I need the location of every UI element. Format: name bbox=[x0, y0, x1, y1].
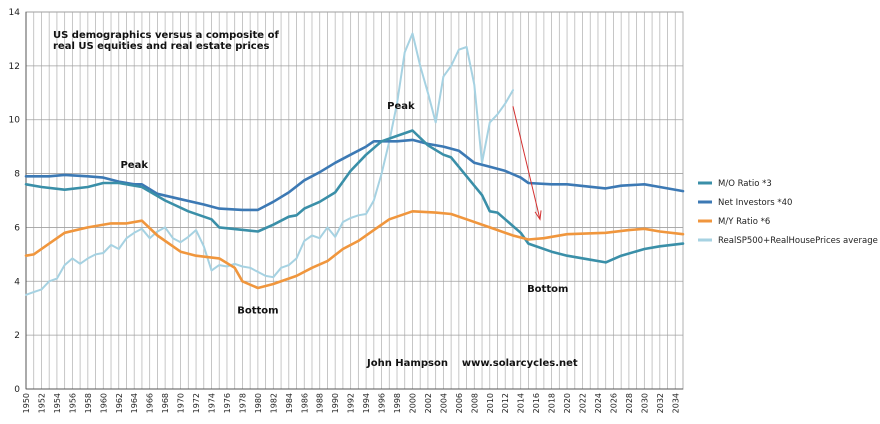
x-tick-label: 2016 bbox=[532, 393, 541, 413]
x-tick-label: 2022 bbox=[579, 393, 588, 413]
x-tick-label: 1986 bbox=[300, 393, 309, 413]
x-tick-label: 1990 bbox=[331, 393, 340, 413]
annotation-label: Bottom bbox=[527, 284, 568, 295]
x-tick-label: 1958 bbox=[84, 393, 93, 413]
x-tick-label: 1998 bbox=[393, 393, 402, 413]
chart-legend: M/O Ratio *3 Net Investors *40 M/Y Ratio *… bbox=[698, 179, 878, 246]
y-tick-label: 6 bbox=[14, 223, 20, 233]
x-tick-label: 2030 bbox=[640, 393, 649, 413]
y-tick-label: 12 bbox=[9, 62, 20, 72]
x-tick-label: 1950 bbox=[22, 393, 31, 413]
x-tick-label: 1956 bbox=[68, 393, 77, 413]
x-tick-label: 1970 bbox=[177, 393, 186, 413]
chart-grid bbox=[25, 11, 684, 390]
x-tick-label: 2004 bbox=[439, 393, 448, 413]
series-lines bbox=[24, 32, 685, 296]
x-tick-label: 1966 bbox=[146, 393, 155, 413]
chart-credit: John Hampson www.solarcycles.net bbox=[366, 358, 578, 369]
x-tick-label: 2000 bbox=[408, 393, 417, 413]
y-tick-label: 2 bbox=[14, 331, 20, 341]
x-tick-label: 1996 bbox=[378, 393, 387, 413]
x-tick-label: 1962 bbox=[115, 393, 124, 413]
legend-label: Net Investors *40 bbox=[718, 198, 792, 208]
x-tick-label: 1968 bbox=[161, 393, 170, 413]
x-tick-label: 1994 bbox=[362, 393, 371, 413]
x-tick-label: 2018 bbox=[548, 393, 557, 413]
x-tick-label: 2028 bbox=[625, 393, 634, 413]
series-line bbox=[24, 129, 685, 264]
x-tick-label: 1982 bbox=[269, 393, 278, 413]
axis-ticks: 0 2 4 6 8 10 12 14 1950 1952 1954 1956 1958 1960 1962 1… bbox=[9, 8, 681, 413]
trend-arrow-shaft bbox=[512, 106, 541, 220]
annotation-label: Peak bbox=[120, 160, 148, 171]
x-tick-label: 1972 bbox=[192, 393, 201, 413]
x-tick-label: 1964 bbox=[130, 393, 139, 413]
annotation-label: Bottom bbox=[237, 306, 278, 317]
x-tick-label: 2026 bbox=[609, 393, 618, 413]
y-tick-label: 8 bbox=[14, 170, 20, 180]
x-tick-label: 2008 bbox=[470, 393, 479, 413]
x-tick-label: 2006 bbox=[455, 393, 464, 413]
series-line bbox=[24, 138, 685, 212]
x-tick-label: 1984 bbox=[285, 393, 294, 413]
x-tick-label: 1960 bbox=[99, 393, 108, 413]
x-tick-label: 1978 bbox=[238, 393, 247, 413]
series-line bbox=[24, 210, 685, 290]
x-tick-label: 1952 bbox=[37, 393, 46, 413]
x-tick-label: 2002 bbox=[424, 393, 433, 413]
x-tick-label: 2010 bbox=[486, 393, 495, 413]
legend-label: M/Y Ratio *6 bbox=[718, 217, 770, 227]
x-tick-label: 1974 bbox=[208, 393, 217, 413]
annotations: Peak Peak Bottom Bottom bbox=[120, 101, 568, 317]
chart-axes bbox=[25, 12, 683, 390]
x-tick-label: 1992 bbox=[347, 393, 356, 413]
x-tick-label: 1980 bbox=[254, 393, 263, 413]
x-tick-label: 2012 bbox=[501, 393, 510, 413]
annotation-label: Peak bbox=[387, 101, 415, 112]
x-tick-label: 2020 bbox=[563, 393, 572, 413]
x-tick-label: 2032 bbox=[656, 393, 665, 413]
x-tick-label: 1976 bbox=[223, 393, 232, 413]
y-tick-label: 0 bbox=[14, 385, 20, 395]
trend-arrow-head bbox=[534, 210, 542, 221]
legend-label: RealSP500+RealHousePrices average bbox=[718, 236, 878, 246]
plot-area bbox=[25, 11, 684, 390]
x-tick-label: 2014 bbox=[517, 393, 526, 413]
x-tick-label: 1954 bbox=[53, 393, 62, 413]
y-tick-label: 4 bbox=[14, 277, 20, 287]
x-tick-label: 2034 bbox=[671, 393, 680, 413]
x-tick-label: 1988 bbox=[316, 393, 325, 413]
chart-title-line-2: real US equities and real estate prices bbox=[53, 41, 269, 52]
series-line bbox=[25, 32, 514, 296]
y-tick-label: 14 bbox=[9, 8, 21, 18]
y-tick-label: 10 bbox=[9, 116, 21, 126]
chart-title-line-1: US demographics versus a composite of bbox=[53, 30, 279, 41]
legend-label: M/O Ratio *3 bbox=[718, 179, 772, 189]
x-tick-label: 2024 bbox=[594, 393, 603, 413]
